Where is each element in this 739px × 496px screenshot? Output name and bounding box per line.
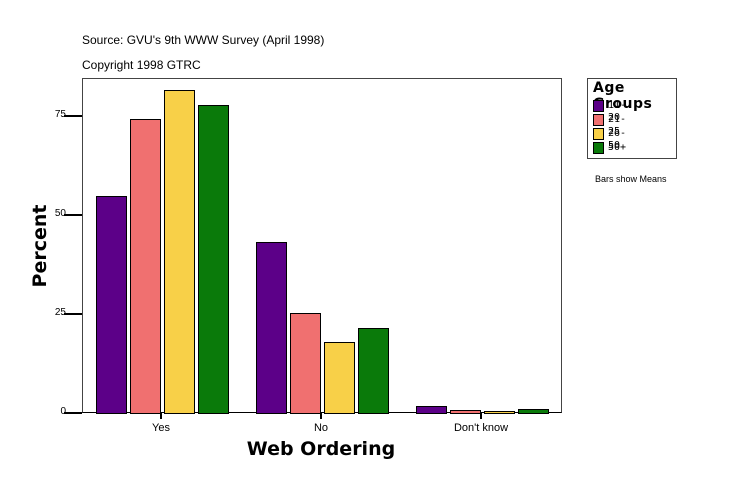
- y-axis-title: Percent: [29, 204, 51, 288]
- legend: Age Groups 11-20 21-25 26-50 50+: [587, 78, 677, 159]
- y-tick-label: 75: [54, 109, 66, 120]
- legend-swatch: [593, 100, 604, 112]
- x-tick: [160, 413, 162, 419]
- copyright-text: Copyright 1998 GTRC: [82, 58, 201, 72]
- y-tick-label: 25: [54, 307, 66, 318]
- bar: [416, 406, 447, 414]
- legend-label: 50+: [608, 142, 627, 153]
- plot-area: [82, 78, 562, 413]
- bar: [358, 328, 389, 414]
- legend-label: 26-50: [608, 128, 627, 151]
- bar: [96, 196, 127, 414]
- x-tick: [320, 413, 322, 419]
- y-tick-label: 50: [54, 208, 66, 219]
- legend-swatch: [593, 128, 604, 140]
- bar: [484, 411, 515, 414]
- bar: [324, 342, 355, 414]
- bar: [256, 242, 287, 414]
- bar: [518, 409, 549, 414]
- source-text: Source: GVU's 9th WWW Survey (April 1998…: [82, 33, 325, 47]
- x-axis-title: Web Ordering: [246, 438, 396, 460]
- bars-note: Bars show Means: [595, 174, 667, 184]
- bar: [198, 105, 229, 414]
- x-tick-label: Don't know: [453, 422, 509, 434]
- y-tick-0: [64, 412, 82, 414]
- legend-label: 11-20: [608, 100, 627, 123]
- y-tick-75: [64, 115, 82, 117]
- bar: [450, 410, 481, 414]
- x-tick: [480, 413, 482, 419]
- bar: [130, 119, 161, 414]
- y-tick-25: [64, 313, 82, 315]
- legend-swatch: [593, 114, 604, 126]
- y-tick-label: 0: [60, 406, 66, 417]
- x-tick-label: No: [313, 422, 329, 434]
- y-tick-50: [64, 214, 82, 216]
- bar: [164, 90, 195, 414]
- legend-swatch: [593, 142, 604, 154]
- x-tick-label: Yes: [152, 422, 170, 434]
- bar: [290, 313, 321, 414]
- legend-label: 21-25: [608, 114, 627, 137]
- legend-title: Age Groups: [593, 80, 653, 112]
